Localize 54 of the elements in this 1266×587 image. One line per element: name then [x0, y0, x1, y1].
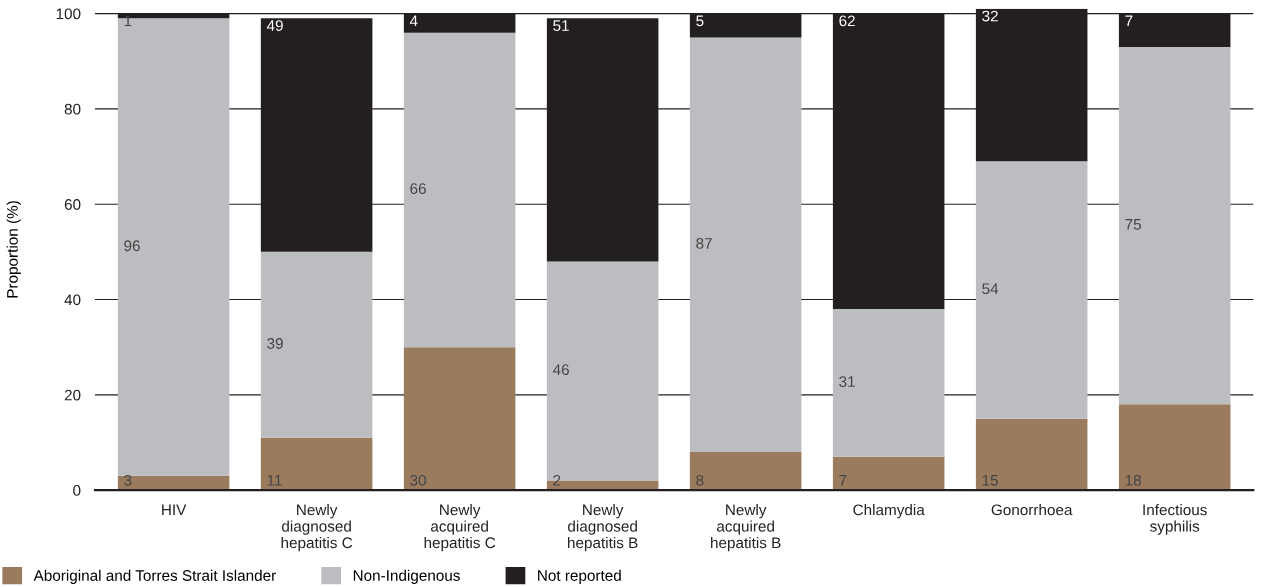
- x-tick-label: Newly acquired hepatitis B: [711, 504, 781, 552]
- data-label: 32: [982, 10, 998, 22]
- data-label: 1: [124, 15, 132, 27]
- data-label: 96: [124, 240, 140, 252]
- data-label: 62: [839, 15, 855, 27]
- legend-label: Non-Indigenous: [353, 569, 460, 584]
- bar: [832, 309, 945, 457]
- y-tick-label: 0: [73, 485, 81, 496]
- data-label: 4: [409, 15, 418, 27]
- bar: [403, 347, 516, 491]
- data-label: 18: [1125, 474, 1141, 486]
- data-label: 7: [1125, 15, 1133, 27]
- y-tick-label: 60: [64, 199, 81, 210]
- x-tick-label: Infectious syphilis: [1143, 504, 1207, 535]
- data-label: 46: [552, 364, 569, 376]
- data-label: 8: [696, 474, 704, 486]
- y-tick-label: 20: [64, 389, 81, 401]
- data-label: 2: [553, 474, 561, 486]
- bar: [975, 418, 1088, 491]
- x-tick-label: HIV: [162, 504, 187, 516]
- data-label: 66: [410, 183, 426, 194]
- data-label: 87: [696, 237, 712, 249]
- bar: [1118, 46, 1231, 405]
- x-tick-label: Newly diagnosed hepatitis B: [568, 504, 638, 552]
- bar: [689, 452, 802, 491]
- data-label: 54: [982, 283, 999, 295]
- bar: [975, 161, 1088, 419]
- data-label: 7: [839, 475, 847, 486]
- data-label: 11: [267, 475, 282, 486]
- data-label: 5: [696, 15, 704, 27]
- y-tick-label: 40: [64, 294, 81, 306]
- data-label: 3: [124, 474, 132, 486]
- bar: [689, 37, 802, 453]
- bar: [260, 437, 373, 491]
- y-axis-title: Proportion (%): [6, 201, 21, 298]
- legend-label: Aboriginal and Torres Strait Islander: [33, 569, 276, 584]
- data-label: 31: [839, 376, 855, 388]
- data-label: 49: [266, 20, 283, 31]
- bar: [260, 251, 373, 438]
- data-label: 39: [267, 338, 283, 349]
- y-tick-label: 80: [64, 103, 81, 115]
- y-tick-label: 100: [56, 8, 81, 20]
- data-label: 30: [410, 474, 426, 486]
- x-tick-label: Gonorrhoea: [991, 504, 1073, 516]
- x-tick-label: Newly acquired hepatitis C: [424, 504, 496, 552]
- bar: [832, 456, 945, 491]
- legend-label: Not reported: [538, 569, 621, 584]
- data-label: 75: [1125, 219, 1141, 230]
- x-tick-label: Newly diagnosed hepatitis C: [281, 504, 353, 552]
- data-label: 51: [553, 20, 569, 31]
- data-label: 15: [982, 475, 998, 486]
- x-tick-label: Chlamydia: [853, 504, 925, 519]
- bar: [1118, 404, 1231, 491]
- bar: [403, 32, 516, 348]
